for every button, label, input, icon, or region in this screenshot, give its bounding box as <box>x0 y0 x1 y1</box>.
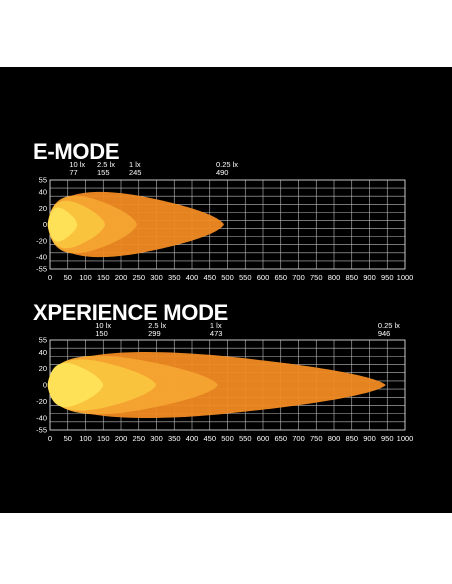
x-tick-label: 900 <box>363 273 376 282</box>
x-tick-label: 1000 <box>397 434 414 443</box>
y-tick-label: -55 <box>36 426 47 435</box>
isolux-distance: 473 <box>210 329 223 338</box>
y-tick-label: 40 <box>39 188 47 197</box>
y-tick-label: 55 <box>39 176 47 185</box>
x-tick-label: 600 <box>257 273 270 282</box>
isolux-distance: 150 <box>95 329 108 338</box>
isolux-label: 1 lx <box>129 160 141 169</box>
beam-contour <box>47 207 78 242</box>
x-tick-label: 750 <box>310 434 323 443</box>
x-tick-label: 350 <box>168 273 181 282</box>
x-tick-label: 150 <box>97 434 110 443</box>
isolux-label: 10 lx <box>95 321 111 330</box>
x-tick-label: 400 <box>186 273 199 282</box>
isolux-label: 2.5 lx <box>148 321 166 330</box>
x-tick-label: 950 <box>381 273 394 282</box>
isolux-label: 1 lx <box>210 321 222 330</box>
isolux-distance: 490 <box>216 168 229 177</box>
x-tick-label: 250 <box>132 273 145 282</box>
x-tick-label: 700 <box>292 434 305 443</box>
x-tick-label: 550 <box>239 434 252 443</box>
y-tick-label: 20 <box>39 204 47 213</box>
isolux-distance: 299 <box>148 329 161 338</box>
chart-title-xperience: XPERIENCE MODE <box>33 300 229 325</box>
x-tick-label: 900 <box>363 434 376 443</box>
chart-background <box>0 67 452 513</box>
x-tick-label: 600 <box>257 434 270 443</box>
isolux-label: 0.25 lx <box>378 321 400 330</box>
x-tick-label: 300 <box>150 434 163 443</box>
x-tick-label: 650 <box>274 434 287 443</box>
x-tick-label: 750 <box>310 273 323 282</box>
x-tick-label: 200 <box>115 434 128 443</box>
beam-contour <box>47 362 104 408</box>
isolux-label: 10 lx <box>69 160 85 169</box>
x-tick-label: 250 <box>132 434 145 443</box>
x-tick-label: 500 <box>221 273 234 282</box>
isolux-distance: 155 <box>97 168 110 177</box>
x-tick-label: 550 <box>239 273 252 282</box>
x-tick-label: 1000 <box>397 273 414 282</box>
x-tick-label: 100 <box>79 434 92 443</box>
x-tick-label: 650 <box>274 273 287 282</box>
x-tick-label: 450 <box>203 434 216 443</box>
chart-title-emode: E-MODE <box>33 139 120 164</box>
y-tick-label: 0 <box>43 381 47 390</box>
x-tick-label: 200 <box>115 273 128 282</box>
x-tick-label: 800 <box>328 434 341 443</box>
y-tick-label: -20 <box>36 397 47 406</box>
x-tick-label: 50 <box>64 434 72 443</box>
x-tick-label: 150 <box>97 273 110 282</box>
y-tick-label: -20 <box>36 236 47 245</box>
x-tick-label: 400 <box>186 434 199 443</box>
isolux-distance: 77 <box>69 168 77 177</box>
y-tick-label: 20 <box>39 364 47 373</box>
x-tick-label: 500 <box>221 434 234 443</box>
isolux-distance: 946 <box>378 329 391 338</box>
x-tick-label: 850 <box>345 434 358 443</box>
x-tick-label: 350 <box>168 434 181 443</box>
y-tick-label: 0 <box>43 220 47 229</box>
isolux-distance: 245 <box>129 168 142 177</box>
y-tick-label: -55 <box>36 265 47 274</box>
x-tick-label: 0 <box>48 273 52 282</box>
x-tick-label: 700 <box>292 273 305 282</box>
y-tick-label: -40 <box>36 413 47 422</box>
y-tick-label: 55 <box>39 336 47 345</box>
x-tick-label: 300 <box>150 273 163 282</box>
x-tick-label: 950 <box>381 434 394 443</box>
x-tick-label: 800 <box>328 273 341 282</box>
y-tick-label: 40 <box>39 348 47 357</box>
y-tick-label: -40 <box>36 252 47 261</box>
x-tick-label: 450 <box>203 273 216 282</box>
x-tick-label: 50 <box>64 273 72 282</box>
x-tick-label: 100 <box>79 273 92 282</box>
x-tick-label: 0 <box>48 434 52 443</box>
isolux-label: 0.25 lx <box>216 160 238 169</box>
isolux-label: 2.5 lx <box>97 160 115 169</box>
x-tick-label: 850 <box>345 273 358 282</box>
